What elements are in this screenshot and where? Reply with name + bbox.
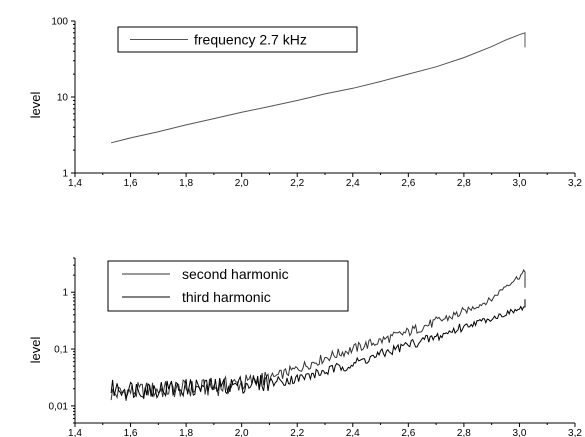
y-tick-label: 0,01 — [49, 401, 69, 412]
series-lines — [110, 268, 526, 401]
y-ticks: 0,01 0,1 1 — [49, 257, 75, 424]
x-tick-label: 1,4 — [68, 178, 82, 189]
legend-label: frequency 2.7 kHz — [194, 32, 307, 48]
x-tick-label: 1,8 — [179, 428, 193, 437]
y-tick-label: 1 — [62, 169, 68, 180]
legend-label: third harmonic — [182, 289, 271, 305]
x-tick-label: 3,2 — [568, 428, 582, 437]
series-line — [110, 32, 526, 144]
y-tick-label: 10 — [57, 93, 69, 104]
x-tick-label: 1,6 — [124, 178, 138, 189]
x-tick-label: 2,6 — [401, 178, 415, 189]
chart-2: level 1,4 1,6 1,8 2,0 2,2 2,4 2,6 2,8 3,0 3,2 0,0… — [28, 257, 582, 437]
x-tick-label: 3,2 — [568, 178, 582, 189]
y-ticks: 1 10 100 — [51, 17, 75, 180]
x-tick-label: 1,6 — [124, 428, 138, 437]
x-tick-label: 2,6 — [401, 428, 415, 437]
legend-label: second harmonic — [182, 266, 289, 282]
x-tick-label: 2,2 — [290, 178, 304, 189]
x-tick-label: 1,4 — [68, 428, 82, 437]
x-tick-label: 2,8 — [457, 178, 471, 189]
y-tick-label: 100 — [51, 17, 68, 28]
x-tick-label: 2,0 — [235, 178, 249, 189]
x-tick-label: 2,0 — [235, 428, 249, 437]
x-ticks: 1,4 1,6 1,8 2,0 2,2 2,4 2,6 2,8 3,0 3,2 — [68, 173, 582, 189]
x-ticks: 1,4 1,6 1,8 2,0 2,2 2,4 2,6 2,8 3,0 3,2 — [68, 423, 582, 437]
x-tick-label: 2,8 — [457, 428, 471, 437]
series-lines — [110, 32, 526, 144]
y-axis-label: level — [28, 92, 43, 119]
x-tick-label: 3,0 — [512, 178, 526, 189]
x-tick-label: 2,4 — [346, 178, 360, 189]
legend-box — [117, 26, 358, 53]
y-tick-label: 0,1 — [54, 345, 68, 356]
x-tick-label: 3,0 — [512, 428, 526, 437]
y-axis-label: level — [28, 337, 43, 364]
x-tick-label: 2,4 — [346, 428, 360, 437]
x-tick-label: 2,2 — [290, 428, 304, 437]
legend: second harmonic third harmonic — [107, 260, 349, 312]
y-tick-label: 1 — [62, 288, 68, 299]
series-line — [110, 268, 526, 401]
chart-1: level 1,4 1,6 1,8 2,0 2,2 2,4 2,6 2,8 3,0 3,2 1 10… — [28, 17, 582, 190]
legend: frequency 2.7 kHz — [117, 26, 358, 53]
x-tick-label: 1,8 — [179, 178, 193, 189]
legend-box — [107, 260, 349, 312]
series-line — [110, 299, 526, 400]
